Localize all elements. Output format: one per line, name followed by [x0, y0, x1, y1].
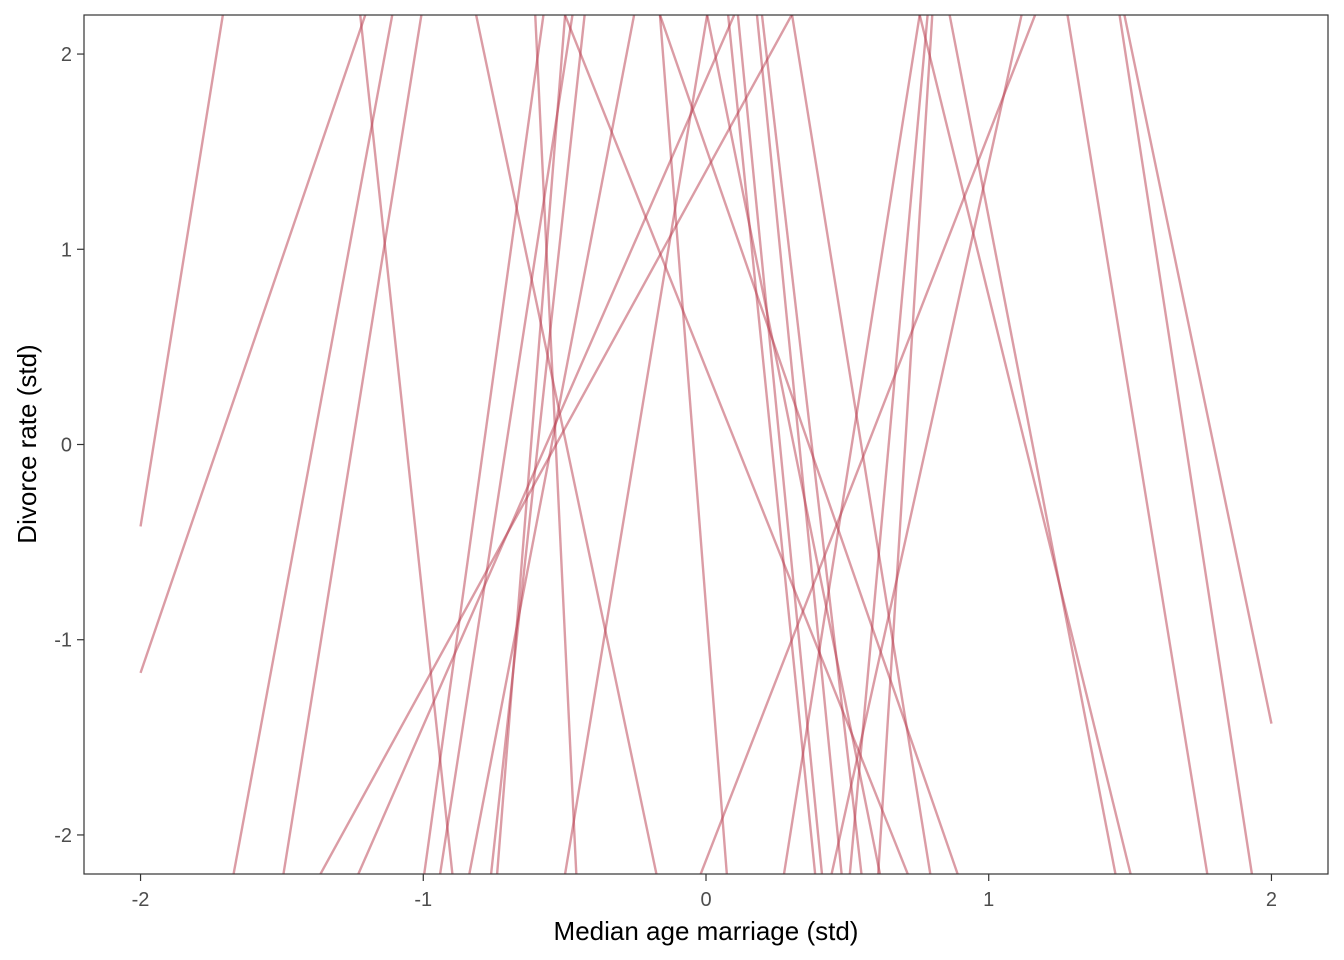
series-line — [357, 15, 736, 874]
x-tick-label: 0 — [700, 889, 711, 911]
series-line — [948, 15, 1117, 874]
series-line — [782, 15, 921, 874]
y-tick-label: 1 — [61, 239, 72, 261]
series-line — [1066, 15, 1209, 874]
series-line — [232, 15, 394, 874]
series-line — [848, 15, 929, 874]
series-line — [658, 15, 959, 874]
x-tick-label: 2 — [1266, 889, 1277, 911]
x-tick-label: -2 — [132, 889, 150, 911]
series-line — [438, 15, 574, 874]
x-tick-label: 1 — [983, 889, 994, 911]
y-tick-label: -2 — [54, 825, 72, 847]
series-line — [474, 15, 658, 874]
series-line — [760, 15, 863, 874]
series-line — [790, 15, 932, 874]
plot-lines — [139, 15, 1273, 874]
series-line — [755, 15, 843, 874]
series-line — [830, 15, 1023, 874]
series-line — [534, 15, 578, 874]
series-line — [699, 15, 1037, 874]
series-line — [319, 15, 794, 874]
series-line — [918, 15, 1132, 874]
y-tick-label: -1 — [54, 630, 72, 652]
series-line — [658, 15, 729, 874]
series-line — [468, 15, 636, 874]
series-line — [139, 15, 367, 674]
series-line — [705, 15, 882, 874]
series-line — [563, 15, 709, 874]
x-axis-title: Median age marriage (std) — [554, 916, 859, 946]
series-line — [489, 15, 586, 874]
series-line — [736, 15, 824, 874]
series-line — [876, 15, 934, 874]
y-tick-label: 2 — [61, 44, 72, 66]
y-axis-title: Divorce rate (std) — [12, 344, 42, 543]
y-tick-label: 0 — [61, 435, 72, 457]
panel-border — [83, 14, 1329, 875]
series-line — [359, 15, 454, 874]
series-line — [282, 15, 423, 874]
series-line — [726, 15, 817, 874]
series-line — [563, 15, 910, 874]
series-line — [423, 15, 545, 874]
series-line — [495, 15, 567, 874]
x-tick-label: -1 — [414, 889, 432, 911]
series-line — [1118, 15, 1254, 874]
